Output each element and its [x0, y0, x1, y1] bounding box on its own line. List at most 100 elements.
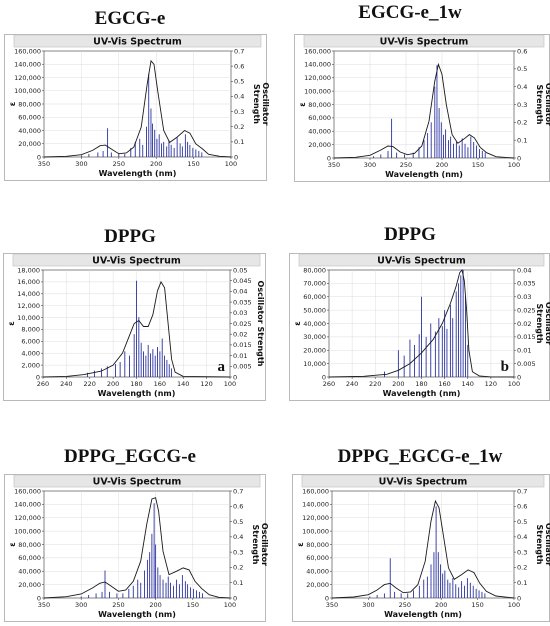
- plot-title: UV-Vis Spectrum: [93, 477, 182, 488]
- y-tick-label: 0: [325, 594, 329, 602]
- x-tick-label: 250: [113, 160, 125, 168]
- x-tick-label: 150: [187, 601, 199, 609]
- caption-dppg-right: DPPG: [384, 224, 436, 245]
- y-axis-label: ε: [8, 542, 17, 546]
- caption-egcg-e: EGCG-e: [94, 8, 166, 29]
- x-tick-label: 120: [485, 380, 497, 388]
- y2-tick-label: 0.7: [234, 47, 244, 55]
- x-tick-label: 240: [346, 380, 358, 388]
- y2-tick-label: 0.6: [517, 503, 527, 511]
- y-tick-label: 16,000: [17, 278, 40, 286]
- y2-tick-label: 0.4: [517, 533, 527, 541]
- y-tick-label: 20,000: [18, 140, 41, 148]
- y-tick-label: 12,000: [17, 302, 40, 310]
- absorption-curve: [333, 62, 515, 159]
- y2-tick-label: 0.6: [517, 47, 527, 55]
- y2-axis-label: OscillatorStrength: [535, 83, 550, 126]
- x-tick-label: 200: [392, 380, 404, 388]
- x-axis-label: Wavelength (nm): [384, 610, 462, 619]
- x-tick-label: 180: [415, 380, 427, 388]
- y2-tick-label: 0.035: [517, 280, 536, 288]
- y-tick-label: 6,000: [21, 338, 40, 346]
- y-tick-label: 80,000: [306, 541, 329, 549]
- y2-tick-label: 0.6: [234, 62, 244, 70]
- y-tick-label: 10,000: [303, 360, 326, 368]
- y2-tick-label: 0.025: [517, 306, 536, 314]
- absorption-curve: [331, 499, 515, 599]
- y-tick-label: 30,000: [303, 333, 326, 341]
- absorption-curve: [42, 280, 231, 378]
- y2-tick-label: 0: [517, 594, 521, 602]
- y2-tick-label: 0.005: [233, 363, 252, 371]
- x-tick-label: 350: [326, 601, 338, 609]
- x-tick-label: 300: [362, 601, 374, 609]
- y-tick-label: 40,000: [18, 127, 41, 135]
- x-tick-label: 250: [399, 601, 411, 609]
- y2-tick-label: 0.2: [517, 119, 527, 127]
- x-tick-label: 100: [508, 601, 520, 609]
- x-tick-label: 100: [224, 380, 236, 388]
- x-tick-label: 160: [438, 380, 450, 388]
- y2-tick-label: 0.05: [233, 266, 247, 274]
- absorption-curve: [43, 59, 232, 158]
- y-tick-label: 0: [322, 373, 326, 381]
- y2-tick-label: 0.5: [517, 518, 527, 526]
- y2-tick-label: 0.04: [233, 288, 247, 296]
- y2-tick-label: 0.1: [234, 138, 244, 146]
- y2-tick-label: 0.045: [233, 277, 252, 285]
- x-axis-label: Wavelength (nm): [98, 610, 176, 619]
- x-tick-label: 250: [112, 601, 124, 609]
- x-tick-label: 100: [224, 601, 236, 609]
- x-axis-label: Wavelength (nm): [98, 389, 176, 398]
- y-axis-label: ε: [296, 542, 305, 546]
- spectrum-panel-dppg-egcg-e: UV-Vis Spectrum 0 20,000 40,000 60,000 80,000…: [4, 474, 269, 622]
- plot-title-bar: [303, 34, 545, 48]
- y2-tick-label: 0.04: [517, 266, 531, 274]
- caption-dppg-egcg-e: DPPG_EGCG-e: [64, 446, 196, 467]
- y2-tick-label: 0.035: [233, 298, 252, 306]
- y2-tick-label: 0.5: [234, 78, 244, 86]
- y-tick-label: 60,000: [303, 293, 326, 301]
- x-axis-label: Wavelength (nm): [99, 169, 177, 178]
- y2-tick-label: 0.03: [233, 309, 247, 317]
- y-tick-label: 140,000: [14, 501, 41, 509]
- y-tick-label: 4,000: [21, 350, 40, 358]
- y-tick-label: 20,000: [303, 347, 326, 355]
- y2-tick-label: 0.5: [517, 65, 527, 73]
- y2-tick-label: 0.3: [517, 101, 527, 109]
- y2-tick-label: 0.2: [234, 123, 244, 131]
- y-tick-label: 60,000: [18, 554, 41, 562]
- x-tick-label: 150: [472, 161, 484, 169]
- y-tick-label: 80,000: [18, 100, 41, 108]
- y2-tick-label: 0.1: [517, 136, 527, 144]
- y2-tick-label: 0.015: [517, 333, 536, 341]
- x-tick-label: 260: [323, 380, 335, 388]
- x-tick-label: 160: [154, 380, 166, 388]
- y-axis-label: ε: [7, 321, 16, 325]
- y2-tick-label: 0: [517, 154, 521, 162]
- y2-tick-label: 0.02: [233, 331, 247, 339]
- absorption-curve: [328, 269, 515, 378]
- y2-tick-label: 0.3: [234, 108, 244, 116]
- y2-axis-label: OscillatorStrength: [251, 523, 269, 566]
- plot-title: UV-Vis Spectrum: [379, 477, 468, 488]
- y-tick-label: 18,000: [17, 266, 40, 274]
- y2-tick-label: 0.1: [233, 579, 243, 587]
- y2-tick-label: 0.01: [233, 352, 247, 360]
- x-tick-label: 120: [200, 380, 212, 388]
- y-tick-label: 50,000: [303, 306, 326, 314]
- x-tick-label: 350: [38, 160, 50, 168]
- y2-tick-label: 0.005: [517, 360, 536, 368]
- x-tick-label: 220: [369, 380, 381, 388]
- y2-tick-label: 0.3: [233, 548, 243, 556]
- y2-tick-label: 0.03: [517, 293, 531, 301]
- caption-dppg-egcg-e-1w: DPPG_EGCG-e_1w: [337, 446, 503, 467]
- y2-tick-label: 0: [233, 594, 237, 602]
- y2-tick-label: 0.7: [233, 487, 243, 495]
- y-tick-label: 10,000: [17, 314, 40, 322]
- y2-tick-label: 0.015: [233, 341, 252, 349]
- y-tick-label: 80,000: [18, 541, 41, 549]
- x-tick-label: 200: [149, 601, 161, 609]
- y2-tick-label: 0.2: [517, 564, 527, 572]
- spectrum-panel-egcg-e-1w: UV-Vis Spectrum 0 20,000 40,000 60,000 80,000…: [294, 34, 550, 182]
